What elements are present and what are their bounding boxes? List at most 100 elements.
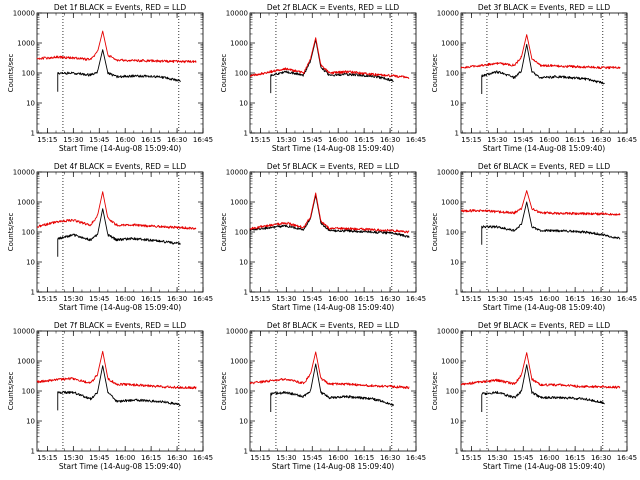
panel-1: Det 1f BLACK = Events, RED = LLD 1 10 100 10… [7, 3, 213, 153]
x-axis-label: Start Time (14-Aug-08 15:09:40) [272, 462, 394, 471]
x-tick-label: 15:30 [276, 136, 296, 144]
y-axis-label: Counts/sec [7, 54, 15, 93]
x-tick-label: 15:45 [302, 295, 322, 303]
x-tick-label: 15:15 [37, 454, 57, 462]
panel-9: Det 9f BLACK = Events, RED = LLD 1 10 100 10… [431, 321, 637, 471]
x-tick-label: 15:45 [89, 454, 109, 462]
series-lld-line [36, 350, 197, 390]
x-axis-label: Start Time (14-Aug-08 15:09:40) [483, 144, 605, 153]
series-events-line [481, 201, 621, 245]
y-tick-label: 1000 [441, 199, 459, 207]
panel-4: Det 4f BLACK = Events, RED = LLD 1 10 100 10… [7, 162, 213, 312]
y-tick-label: 10000 [13, 10, 35, 18]
plot-frame [36, 330, 204, 452]
x-tick-label: 15:30 [276, 295, 296, 303]
y-tick-label: 10 [450, 259, 459, 267]
y-tick-label: 10000 [13, 328, 35, 336]
x-axis-label: Start Time (14-Aug-08 15:09:40) [59, 144, 181, 153]
x-tick-label: 16:00 [539, 454, 559, 462]
y-tick-label: 10 [26, 418, 35, 426]
y-tick-label: 10 [239, 418, 248, 426]
y-axis-label: Counts/sec [431, 54, 439, 93]
y-tick-label: 1000 [441, 358, 459, 366]
y-tick-label: 1000 [441, 40, 459, 48]
x-tick-label: 16:30 [167, 295, 187, 303]
panel-title: Det 3f BLACK = Events, RED = LLD [478, 3, 611, 12]
x-tick-label: 15:15 [250, 454, 270, 462]
x-tick-label: 16:00 [115, 295, 135, 303]
x-tick-label: 15:15 [461, 295, 481, 303]
x-tick-label: 16:00 [328, 295, 348, 303]
y-tick-label: 1 [455, 130, 459, 138]
y-axis-label: Counts/sec [220, 372, 228, 411]
x-tick-label: 15:45 [302, 454, 322, 462]
plot-frame [460, 330, 628, 452]
panel-title: Det 6f BLACK = Events, RED = LLD [478, 162, 611, 171]
plot-frame [460, 171, 628, 293]
series-events-line [249, 194, 410, 248]
panel-title: Det 1f BLACK = Events, RED = LLD [54, 3, 187, 12]
x-tick-label: 16:00 [539, 295, 559, 303]
x-tick-label: 16:30 [380, 295, 400, 303]
panel-title: Det 5f BLACK = Events, RED = LLD [267, 162, 400, 171]
y-tick-label: 10000 [437, 328, 459, 336]
y-tick-label: 1000 [230, 358, 248, 366]
series-events-line [57, 49, 181, 92]
x-tick-label: 15:45 [89, 295, 109, 303]
series-lld-line [249, 351, 410, 390]
panel-title: Det 7f BLACK = Events, RED = LLD [54, 321, 187, 330]
x-axis-label: Start Time (14-Aug-08 15:09:40) [272, 144, 394, 153]
x-tick-label: 16:45 [193, 295, 213, 303]
x-tick-label: 15:45 [89, 136, 109, 144]
series-lld-line [460, 190, 621, 216]
x-tick-label: 15:45 [513, 454, 533, 462]
x-tick-label: 16:15 [141, 295, 161, 303]
x-tick-label: 15:15 [250, 295, 270, 303]
panel-title: Det 9f BLACK = Events, RED = LLD [478, 321, 611, 330]
x-tick-label: 15:30 [63, 136, 83, 144]
y-tick-label: 10000 [437, 169, 459, 177]
plot-frame [249, 171, 417, 293]
x-tick-label: 16:00 [115, 136, 135, 144]
x-tick-label: 16:15 [354, 136, 374, 144]
series-lld-line [460, 352, 621, 389]
y-axis-label: Counts/sec [220, 54, 228, 93]
y-tick-label: 100 [235, 388, 248, 396]
series-events-line [270, 39, 394, 94]
series-events-line [481, 364, 605, 412]
series-lld-line [249, 37, 410, 79]
x-tick-label: 16:30 [380, 136, 400, 144]
x-tick-label: 16:15 [354, 295, 374, 303]
panel-5: Det 5f BLACK = Events, RED = LLD 1 10 100 10… [220, 162, 426, 312]
y-tick-label: 100 [446, 70, 459, 78]
y-tick-label: 1000 [17, 199, 35, 207]
x-tick-label: 15:30 [276, 454, 296, 462]
x-tick-label: 16:30 [167, 136, 187, 144]
x-tick-label: 15:15 [461, 136, 481, 144]
y-axis-label: Counts/sec [7, 372, 15, 411]
x-tick-label: 16:45 [406, 454, 426, 462]
x-tick-label: 15:30 [487, 136, 507, 144]
y-tick-label: 10000 [13, 169, 35, 177]
x-tick-label: 16:15 [141, 454, 161, 462]
panel-8: Det 8f BLACK = Events, RED = LLD 1 10 100 10… [220, 321, 426, 471]
y-tick-label: 100 [446, 388, 459, 396]
series-events-line [270, 363, 394, 412]
y-tick-label: 10 [26, 100, 35, 108]
x-tick-label: 16:00 [328, 454, 348, 462]
x-tick-label: 15:45 [513, 136, 533, 144]
y-tick-label: 10000 [226, 10, 248, 18]
x-tick-label: 16:15 [354, 454, 374, 462]
x-tick-label: 16:15 [141, 136, 161, 144]
x-tick-label: 16:45 [617, 454, 637, 462]
x-tick-label: 16:30 [167, 454, 187, 462]
plot-frame [460, 12, 628, 134]
y-tick-label: 1 [31, 289, 35, 297]
y-axis-label: Counts/sec [431, 213, 439, 252]
x-tick-label: 16:00 [328, 136, 348, 144]
series-lld-line [36, 191, 197, 230]
y-tick-label: 1000 [17, 358, 35, 366]
x-tick-label: 15:30 [63, 295, 83, 303]
x-tick-label: 16:00 [539, 136, 559, 144]
